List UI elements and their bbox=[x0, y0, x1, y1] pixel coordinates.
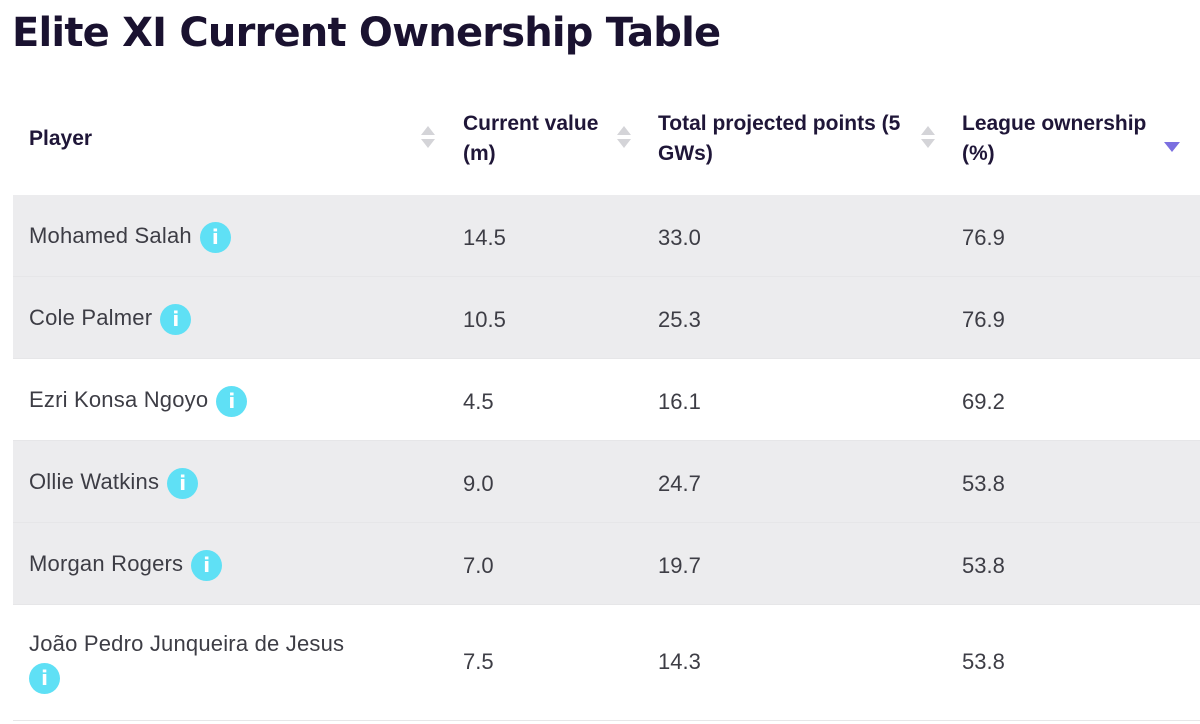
column-label-player: Player bbox=[29, 127, 93, 150]
info-icon[interactable]: i bbox=[167, 467, 199, 499]
info-icon[interactable]: i bbox=[29, 663, 60, 694]
page-title: Elite XI Current Ownership Table bbox=[12, 10, 721, 56]
table-header: Player Current value (m) Total projected… bbox=[13, 92, 1200, 195]
ownership-cell: 53.8 bbox=[962, 649, 1005, 674]
column-label-line: (%) bbox=[962, 142, 995, 165]
current-value-cell: 4.5 bbox=[463, 389, 494, 414]
info-icon[interactable]: i bbox=[216, 385, 248, 417]
player-name: João Pedro Junqueira de Jesus bbox=[29, 631, 345, 656]
info-icon[interactable]: i bbox=[199, 221, 231, 253]
projected-points-cell: 24.7 bbox=[658, 471, 701, 496]
player-name: Morgan Rogers bbox=[29, 551, 184, 576]
column-label-line: Current value bbox=[463, 112, 599, 135]
projected-points-cell: 16.1 bbox=[658, 389, 701, 414]
column-header-league-ownership[interactable]: League ownership (%) bbox=[948, 92, 1200, 195]
player-cell: Ollie Watkins i bbox=[29, 467, 199, 499]
player-name: Ezri Konsa Ngoyo bbox=[29, 387, 209, 412]
column-label-line: Total projected points (5 bbox=[658, 112, 901, 135]
table-row: Ezri Konsa Ngoyo i 4.5 16.1 69.2 bbox=[13, 359, 1200, 441]
info-icon[interactable]: i bbox=[191, 549, 223, 581]
table-row: Morgan Rogers i 7.0 19.7 53.8 bbox=[13, 523, 1200, 605]
player-cell: Ezri Konsa Ngoyo i bbox=[29, 385, 248, 417]
ownership-cell: 69.2 bbox=[962, 389, 1005, 414]
player-name: Ollie Watkins bbox=[29, 469, 160, 494]
sort-icon[interactable] bbox=[420, 124, 435, 154]
sort-icon[interactable] bbox=[616, 124, 631, 154]
table-row: Mohamed Salah i 14.5 33.0 76.9 bbox=[13, 195, 1200, 277]
projected-points-cell: 19.7 bbox=[658, 553, 701, 578]
player-name: Cole Palmer bbox=[29, 305, 153, 330]
projected-points-cell: 14.3 bbox=[658, 649, 701, 674]
ownership-cell: 53.8 bbox=[962, 471, 1005, 496]
current-value-cell: 9.0 bbox=[463, 471, 494, 496]
current-value-cell: 7.0 bbox=[463, 553, 494, 578]
player-cell: João Pedro Junqueira de Jesus i bbox=[29, 629, 344, 694]
sort-descending-icon[interactable] bbox=[1164, 142, 1180, 152]
column-label-projected-points: Total projected points (5 GWs) bbox=[658, 109, 900, 169]
column-header-player[interactable]: Player bbox=[13, 92, 443, 195]
projected-points-cell: 25.3 bbox=[658, 307, 701, 332]
column-label-line: (m) bbox=[463, 142, 496, 165]
info-icon[interactable]: i bbox=[160, 303, 192, 335]
player-name: Mohamed Salah bbox=[29, 223, 192, 248]
current-value-cell: 7.5 bbox=[463, 649, 494, 674]
ownership-cell: 76.9 bbox=[962, 307, 1005, 332]
player-cell: Morgan Rogers i bbox=[29, 549, 223, 581]
ownership-table: Player Current value (m) Total projected… bbox=[13, 92, 1200, 721]
table-row: João Pedro Junqueira de Jesus i 7.5 14.3… bbox=[13, 605, 1200, 721]
table-row: Cole Palmer i 10.5 25.3 76.9 bbox=[13, 277, 1200, 359]
column-header-projected-points[interactable]: Total projected points (5 GWs) bbox=[643, 92, 943, 195]
current-value-cell: 10.5 bbox=[463, 307, 506, 332]
current-value-cell: 14.5 bbox=[463, 225, 506, 250]
player-cell: Mohamed Salah i bbox=[29, 221, 231, 253]
sort-icon[interactable] bbox=[920, 124, 935, 154]
column-header-current-value[interactable]: Current value (m) bbox=[448, 92, 638, 195]
ownership-cell: 53.8 bbox=[962, 553, 1005, 578]
column-label-line: League ownership bbox=[962, 112, 1147, 135]
table-row: Ollie Watkins i 9.0 24.7 53.8 bbox=[13, 441, 1200, 523]
player-cell: Cole Palmer i bbox=[29, 303, 192, 335]
column-label-league-ownership: League ownership (%) bbox=[962, 109, 1146, 169]
ownership-cell: 76.9 bbox=[962, 225, 1005, 250]
projected-points-cell: 33.0 bbox=[658, 225, 701, 250]
column-label-line: GWs) bbox=[658, 142, 713, 165]
column-label-current-value: Current value (m) bbox=[463, 109, 598, 169]
